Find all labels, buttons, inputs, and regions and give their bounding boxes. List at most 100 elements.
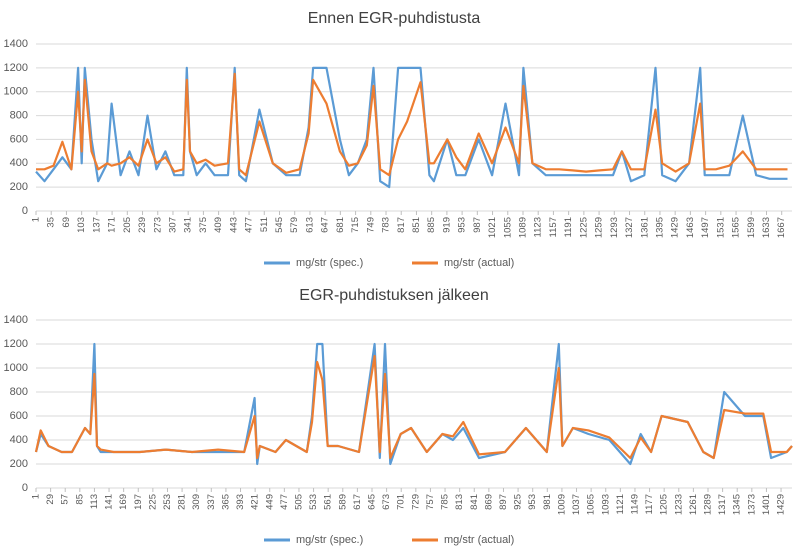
x-tick-label: 897 [498,494,509,510]
x-tick-label: 29 [45,494,56,505]
x-tick-label: 477 [244,217,255,233]
x-tick-label: 1 [31,217,42,222]
x-tick-label: 681 [335,217,346,233]
x-tick-label: 449 [264,494,275,510]
x-tick-label: 477 [279,494,290,510]
y-tick-label: 1400 [4,38,28,50]
x-tick-label: 953 [457,217,468,233]
x-tick-label: 171 [107,217,118,233]
x-tick-label: 813 [454,494,465,510]
x-tick-label: 1177 [644,494,655,514]
x-tick-label: 1021 [487,217,498,238]
x-tick-label: 783 [381,217,392,233]
x-tick-label: 1121 [615,494,626,514]
x-tick-label: 1429 [670,217,681,238]
x-tick-label: 1633 [761,217,772,238]
x-tick-label: 953 [527,494,538,510]
x-tick-label: 1055 [502,217,513,238]
x-tick-label: 1225 [578,217,589,238]
series-line [34,342,793,466]
chart-title: Ennen EGR-puhdistusta [308,10,481,27]
x-tick-label: 1149 [629,494,640,514]
x-tick-label: 1497 [700,217,711,238]
x-tick-label: 511 [259,217,270,232]
x-tick-label: 57 [60,494,71,505]
series-line [36,72,788,177]
y-tick-label: 400 [10,157,28,169]
x-tick-label: 85 [74,494,85,505]
y-tick-label: 1200 [4,338,28,350]
x-tick-label: 309 [191,494,202,510]
x-tick-label: 421 [250,494,261,510]
series-line [34,354,793,460]
x-tick-label: 1317 [717,494,728,515]
x-tick-label: 1327 [624,217,635,238]
series-line [35,66,788,189]
x-tick-label: 1157 [548,217,559,237]
x-tick-label: 613 [304,217,315,233]
x-tick-label: 757 [425,494,436,510]
x-tick-label: 1395 [654,217,665,238]
x-tick-label: 1361 [639,217,650,238]
chart-title: EGR-puhdistuksen jälkeen [299,287,488,304]
x-tick-label: 841 [469,494,480,510]
x-tick-label: 589 [337,494,348,510]
x-tick-label: 701 [396,494,407,510]
legend-label: mg/str (actual) [444,534,514,546]
x-tick-label: 1293 [609,217,620,238]
x-tick-label: 141 [104,494,115,510]
x-tick-label: 919 [441,217,452,233]
x-tick-label: 981 [542,494,553,510]
y-tick-label: 400 [10,434,28,446]
x-tick-label: 1373 [746,494,757,515]
x-tick-label: 1463 [685,217,696,238]
x-tick-label: 239 [137,217,148,233]
x-tick-label: 273 [152,217,163,233]
x-tick-label: 673 [381,494,392,510]
x-tick-label: 169 [118,494,129,510]
y-tick-label: 200 [10,181,28,193]
x-tick-label: 1065 [586,494,597,515]
x-tick-label: 35 [46,217,57,228]
x-tick-label: 1261 [688,494,699,515]
y-tick-label: 200 [10,458,28,470]
x-tick-label: 225 [147,494,158,510]
x-tick-label: 749 [365,217,376,233]
x-tick-label: 69 [61,217,72,228]
x-tick-label: 1191 [563,217,574,237]
x-tick-label: 505 [293,494,304,510]
x-tick-label: 851 [411,217,422,233]
x-tick-label: 533 [308,494,319,510]
x-tick-label: 817 [396,217,407,233]
x-tick-label: 375 [198,217,209,233]
x-tick-label: 1531 [715,217,726,238]
x-tick-label: 729 [410,494,421,510]
x-tick-label: 281 [177,494,188,510]
x-tick-label: 337 [206,494,217,510]
x-tick-label: 1599 [746,217,757,238]
y-tick-label: 1000 [4,86,28,98]
x-tick-label: 1667 [776,217,787,238]
x-tick-label: 1565 [731,217,742,238]
x-tick-label: 987 [472,217,483,233]
x-tick-label: 885 [426,217,437,233]
x-tick-label: 1259 [594,217,605,238]
x-tick-label: 341 [183,217,194,233]
x-tick-label: 715 [350,217,361,233]
x-tick-label: 443 [228,217,239,233]
x-tick-label: 617 [352,494,363,510]
x-tick-label: 365 [220,494,231,510]
legend-label: mg/str (spec.) [296,534,363,546]
x-tick-label: 253 [162,494,173,510]
y-tick-label: 800 [10,386,28,398]
x-tick-label: 1037 [571,494,582,515]
y-tick-label: 800 [10,109,28,121]
x-tick-label: 393 [235,494,246,510]
y-tick-label: 1200 [4,62,28,74]
x-tick-label: 645 [367,494,378,510]
y-tick-label: 0 [22,205,28,217]
x-tick-label: 409 [213,217,224,233]
x-tick-label: 545 [274,217,285,233]
x-tick-label: 1 [31,494,42,499]
